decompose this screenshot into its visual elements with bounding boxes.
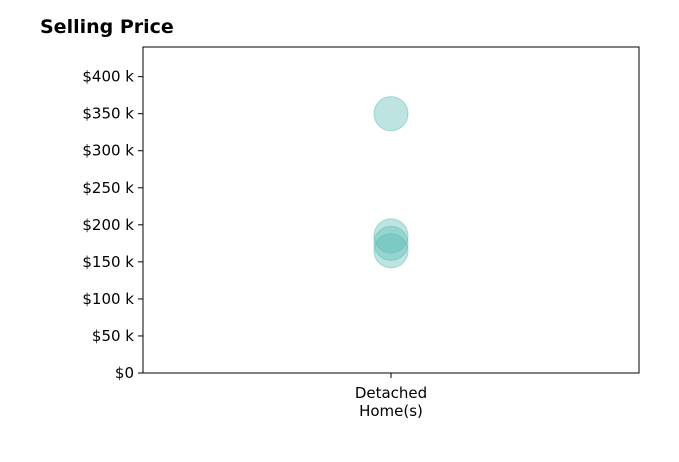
y-tick-label: $250 k (82, 179, 134, 197)
y-tick-label: $200 k (82, 216, 134, 234)
y-tick-label: $100 k (82, 290, 134, 308)
y-tick-label: $50 k (92, 327, 134, 345)
data-points (373, 96, 409, 269)
data-point (373, 96, 409, 132)
y-tick-label: $400 k (82, 68, 134, 86)
y-axis: $0 $50 k $100 k $150 k $200 k $250 k $300 k $35… (82, 68, 143, 382)
data-point (373, 218, 409, 254)
data-point (373, 233, 409, 269)
x-axis: Detached Home(s) (355, 373, 427, 420)
x-tick-label: Detached Home(s) (355, 384, 427, 420)
chart-title: Selling Price (40, 16, 174, 38)
y-tick-label: $0 (115, 364, 134, 382)
y-tick-label: $300 k (82, 142, 134, 160)
y-tick-label: $150 k (82, 253, 134, 271)
data-point (373, 225, 409, 261)
y-tick-label: $350 k (82, 105, 134, 123)
plot-frame (142, 46, 640, 374)
